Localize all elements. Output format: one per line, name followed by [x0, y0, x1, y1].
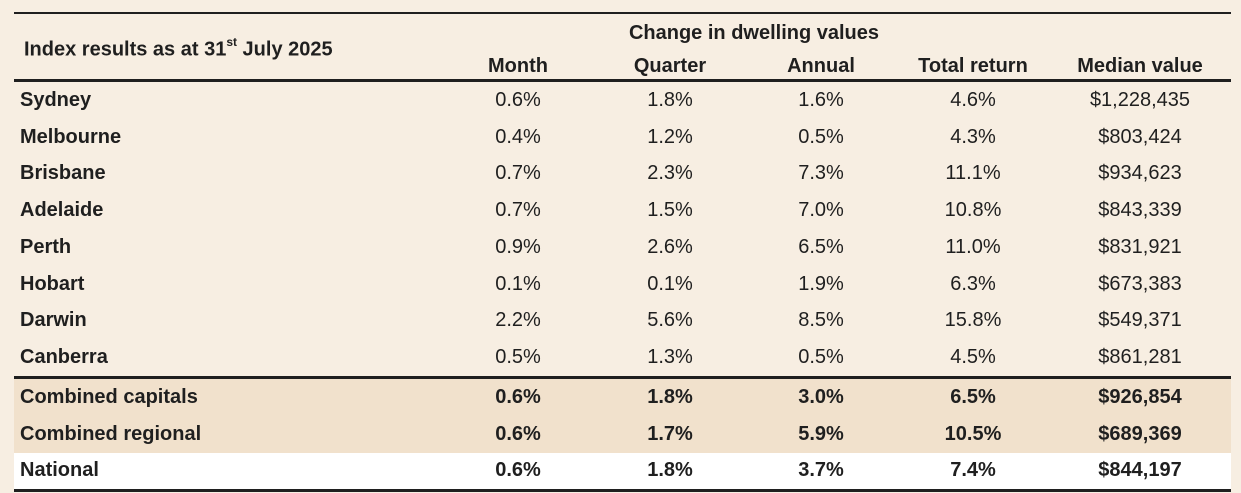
table-row: Combined regional 0.6% 1.7% 5.9% 10.5% $689,3… [14, 415, 1231, 453]
table-row: Sydney 0.6% 1.8% 1.6% 4.6% $1,228,435 [14, 82, 1231, 119]
annual-cell: 5.9% [798, 422, 844, 445]
group-header: Change in dwelling values [628, 22, 880, 44]
annual-cell: 0.5% [798, 125, 844, 148]
table-row: Melbourne 0.4% 1.2% 0.5% 4.3% $803,424 [14, 119, 1231, 156]
annual-cell: 3.0% [798, 385, 844, 408]
national-row-holder: National 0.6% 1.8% 3.7% 7.4% $844,197 [14, 452, 1231, 490]
column-header-quarter: Quarter [633, 55, 707, 77]
row-name-cell: Perth [20, 235, 72, 258]
total-return-cell: 6.5% [950, 385, 996, 408]
month-cell: 0.7% [495, 162, 541, 185]
table-header: Index results as at 31st July 2025 Chang… [14, 14, 1231, 79]
total-return-cell: 15.8% [944, 309, 1002, 332]
month-cell: 0.5% [495, 346, 541, 369]
row-name-cell: Darwin [20, 309, 87, 332]
table-row: Darwin 2.2% 5.6% 8.5% 15.8% $549,371 [14, 303, 1231, 340]
median-value-cell: $861,281 [1098, 346, 1182, 369]
annual-cell: 8.5% [798, 309, 844, 332]
column-header-month: Month [488, 55, 548, 77]
total-return-cell: 4.5% [950, 346, 996, 369]
table-row: Adelaide 0.7% 1.5% 7.0% 10.8% $843,339 [14, 192, 1231, 229]
row-name-cell: National [20, 459, 99, 482]
median-value-cell: $844,197 [1098, 459, 1182, 482]
total-return-cell: 6.3% [950, 272, 996, 295]
month-cell: 2.2% [495, 309, 541, 332]
column-header-median-value: Median value [1077, 55, 1203, 77]
table-title: Index results as at 31st July 2025 [24, 35, 333, 62]
table-title-main: Index results as at 31 [24, 38, 227, 61]
median-value-cell: $803,424 [1098, 125, 1182, 148]
total-return-cell: 7.4% [950, 459, 996, 482]
total-return-cell: 11.0% [945, 235, 1001, 258]
quarter-cell: 1.8% [647, 459, 693, 482]
row-name-cell: Adelaide [20, 199, 104, 222]
median-value-cell: $831,921 [1098, 235, 1182, 258]
table-row: Perth 0.9% 2.6% 6.5% 11.0% $831,921 [14, 229, 1231, 266]
month-cell: 0.6% [495, 459, 541, 482]
median-value-cell: $689,369 [1098, 422, 1182, 445]
header-rule [14, 79, 1231, 82]
month-cell: 0.6% [495, 385, 541, 408]
median-value-cell: $934,623 [1098, 162, 1182, 185]
city-rows: Sydney 0.6% 1.8% 1.6% 4.6% $1,228,435 Melbourn… [14, 82, 1231, 376]
quarter-cell: 1.2% [647, 125, 693, 148]
quarter-cell: 0.1% [647, 272, 693, 295]
median-value-cell: $926,854 [1098, 385, 1182, 408]
month-cell: 0.4% [495, 125, 541, 148]
row-name-cell: Melbourne [20, 125, 122, 148]
summary-rows: Combined capitals 0.6% 1.8% 3.0% 6.5% $926,85… [14, 379, 1231, 453]
table-row: Brisbane 0.7% 2.3% 7.3% 11.1% $934,623 [14, 156, 1231, 193]
quarter-cell: 1.3% [647, 346, 693, 369]
column-header-annual: Annual [787, 55, 855, 77]
dwelling-values-table: Index results as at 31st July 2025 Chang… [14, 12, 1231, 493]
row-name-cell: Combined capitals [20, 385, 198, 408]
quarter-cell: 1.8% [647, 385, 693, 408]
top-rule [14, 12, 1231, 14]
table-row: Combined capitals 0.6% 1.8% 3.0% 6.5% $926,85… [14, 379, 1231, 416]
annual-cell: 3.7% [798, 459, 844, 482]
row-name-cell: Combined regional [20, 422, 202, 445]
row-name-cell: Canberra [20, 346, 108, 369]
quarter-cell: 1.7% [647, 422, 693, 445]
annual-cell: 6.5% [798, 235, 844, 258]
total-return-cell: 10.8% [944, 199, 1002, 222]
table-title-tail: July 2025 [237, 38, 333, 61]
table-title-superscript: st [226, 35, 237, 49]
annual-cell: 1.9% [798, 272, 844, 295]
annual-cell: 7.0% [798, 199, 844, 222]
row-name-cell: Hobart [20, 272, 85, 295]
quarter-cell: 5.6% [647, 309, 693, 332]
total-return-cell: 4.6% [950, 88, 996, 111]
median-value-cell: $549,371 [1098, 309, 1182, 332]
table-row: Canberra 0.5% 1.3% 0.5% 4.5% $861,281 [14, 339, 1231, 376]
month-cell: 0.9% [495, 235, 541, 258]
quarter-cell: 1.8% [647, 88, 693, 111]
median-value-cell: $843,339 [1098, 199, 1182, 222]
row-name-cell: Sydney [20, 88, 92, 111]
month-cell: 0.6% [495, 88, 541, 111]
row-name-cell: Brisbane [20, 162, 106, 185]
table-row: National 0.6% 1.8% 3.7% 7.4% $844,197 [14, 452, 1231, 490]
month-cell: 0.7% [495, 199, 541, 222]
total-return-cell: 11.1% [945, 162, 1001, 185]
quarter-cell: 2.3% [647, 162, 693, 185]
month-cell: 0.6% [495, 422, 541, 445]
month-cell: 0.1% [495, 272, 541, 295]
table-row: Hobart 0.1% 0.1% 1.9% 6.3% $673,383 [14, 266, 1231, 303]
annual-cell: 7.3% [798, 162, 844, 185]
annual-cell: 0.5% [798, 346, 844, 369]
quarter-cell: 2.6% [647, 235, 693, 258]
total-return-cell: 4.3% [950, 125, 996, 148]
column-header-total-return: Total return [918, 55, 1028, 77]
annual-cell: 1.6% [798, 88, 844, 111]
bottom-rule [14, 489, 1231, 493]
median-value-cell: $673,383 [1098, 272, 1182, 295]
quarter-cell: 1.5% [647, 199, 693, 222]
total-return-cell: 10.5% [944, 422, 1002, 445]
summary-rule [14, 376, 1231, 379]
median-value-cell: $1,228,435 [1089, 88, 1191, 111]
